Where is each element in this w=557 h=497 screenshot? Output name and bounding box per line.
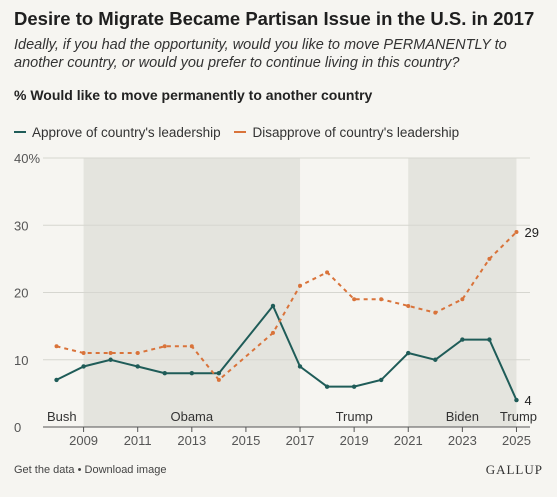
data-point [325,270,330,275]
data-point [135,351,140,356]
data-point [514,397,519,403]
measure-label: % Would like to move permanently to anot… [14,87,373,103]
data-point [379,297,384,302]
legend-label-disapprove: Disapprove of country's leadership [252,124,460,140]
x-tick-label: 2023 [448,433,477,448]
legend-swatch-disapprove [234,131,247,133]
chart-subtitle: Ideally, if you had the opportunity, wou… [14,37,507,71]
y-tick-label: 20 [14,286,28,301]
data-point [189,344,194,349]
gallup-logo: GALLUP [485,462,543,477]
y-tick-label: 0 [14,420,21,435]
data-point [135,364,140,369]
data-point [460,297,465,302]
data-point [189,371,195,376]
data-point [406,303,411,308]
end-label-1: 29 [524,225,538,240]
data-point [81,364,86,369]
data-point [81,351,86,356]
data-point [433,357,438,362]
x-tick-label: 2019 [340,433,369,448]
data-point [514,229,519,234]
data-point [108,351,113,356]
x-tick-label: 2015 [231,433,260,448]
x-tick-label: 2017 [286,433,315,448]
data-point [216,377,221,382]
data-point [270,303,276,309]
x-tick-label: 2011 [124,433,152,448]
data-point [487,337,492,342]
presidency-label-trump: Trump [500,409,537,424]
data-point [162,344,167,349]
data-point [108,357,113,362]
chart-title: Desire to Migrate Became Partisan Issue … [14,8,535,29]
x-tick-label: 2021 [394,433,423,448]
x-tick-label: 2025 [502,433,531,448]
presidency-label-obama: Obama [170,409,213,424]
data-point [406,350,411,356]
data-point [297,364,303,369]
y-tick-label: 30 [14,218,28,233]
end-label-0: 4 [524,393,531,408]
legend-swatch-approve [14,131,26,133]
presidency-label-biden: Biden [446,409,479,424]
legend-label-approve: Approve of country's leadership [32,124,221,140]
presidency-label-trump: Trump [336,409,373,424]
legend-item-disapprove: Disapprove of country's leadership [234,125,459,140]
x-tick-label: 2013 [177,433,206,448]
footer-links[interactable]: Get the data • Download image [14,464,167,476]
legend: Approve of country's leadership Disappro… [14,121,469,140]
data-point [324,384,330,389]
data-point [433,310,438,315]
legend-item-approve: Approve of country's leadership [14,125,221,140]
y-tick-label: 40% [14,151,40,166]
data-point [54,344,59,349]
data-point [352,297,357,302]
data-point [54,377,59,383]
data-point [162,371,167,376]
data-point [270,330,275,335]
x-tick-label: 2009 [69,433,98,448]
y-tick-label: 10 [14,353,28,368]
data-point [216,371,222,376]
data-point [487,256,492,261]
presidency-label-bush: Bush [47,409,77,424]
data-point [351,384,357,389]
data-point [378,377,384,383]
data-point [460,337,465,342]
data-point [298,283,303,288]
